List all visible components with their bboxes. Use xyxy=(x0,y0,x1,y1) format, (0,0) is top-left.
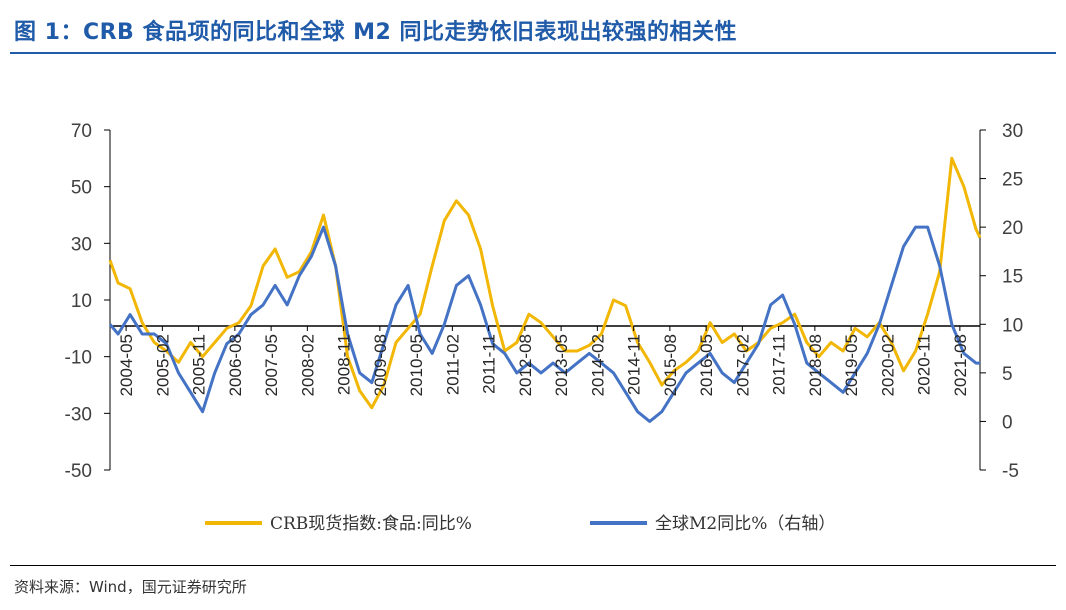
x-tick-label: 2016-05 xyxy=(697,334,716,396)
x-tick-label: 2015-08 xyxy=(661,334,680,396)
x-tick-label: 2011-11 xyxy=(480,334,499,394)
title-underline xyxy=(10,52,1056,54)
chart-title: 图 1：CRB 食品项的同比和全球 M2 同比走势依旧表现出较强的相关性 xyxy=(14,20,738,45)
footer-rule xyxy=(10,565,1056,566)
x-tick-label: 2017-02 xyxy=(733,334,752,396)
x-tick-label: 2005-02 xyxy=(153,334,172,396)
series-line-crb-food xyxy=(108,156,982,410)
x-tick-label: 2011-02 xyxy=(443,334,462,395)
right-tick-label: 10 xyxy=(1002,315,1023,336)
x-tick-label: 2019-05 xyxy=(842,334,861,396)
source-note: 资料来源：Wind，国元证券研究所 xyxy=(14,578,247,596)
series-layer xyxy=(108,156,982,423)
x-tick-label: 2013-05 xyxy=(552,334,571,396)
right-tick-label: 30 xyxy=(1002,121,1023,142)
x-tick-label: 2017-11 xyxy=(770,334,789,395)
x-tick-label: 2009-08 xyxy=(371,334,390,396)
right-tick-label: -5 xyxy=(1002,461,1019,482)
legend: CRB现货指数:食品:同比% 全球M2同比%（右轴） xyxy=(205,514,835,534)
right-tick-label: 0 xyxy=(1002,412,1013,433)
right-tick-label: 15 xyxy=(1002,267,1023,288)
x-tick-label: 2014-02 xyxy=(588,334,607,396)
right-tick-label: 5 xyxy=(1002,364,1013,385)
x-tick-label: 2007-05 xyxy=(262,334,281,396)
left-tick-label: -50 xyxy=(65,461,92,482)
x-tick-label: 2004-05 xyxy=(117,334,136,396)
left-tick-label: -30 xyxy=(65,404,92,425)
x-tick-label: 2006-08 xyxy=(226,334,245,396)
right-tick-label: 25 xyxy=(1002,170,1023,191)
right-tick-label: 20 xyxy=(1002,218,1023,239)
left-tick-label: 10 xyxy=(71,291,92,312)
x-tick-label: 2010-05 xyxy=(407,334,426,396)
x-tick-label: 2020-11 xyxy=(915,334,934,395)
left-tick-label: 30 xyxy=(71,234,92,255)
x-tick-label: 2005-11 xyxy=(190,334,209,395)
x-tick-label: 2008-11 xyxy=(335,334,354,395)
x-tick-label: 2008-02 xyxy=(298,334,317,396)
x-tick-label: 2018-08 xyxy=(806,334,825,396)
x-tick-label: 2014-11 xyxy=(625,334,644,395)
x-tick-label: 2020-02 xyxy=(878,334,897,396)
left-tick-label: 50 xyxy=(71,178,92,199)
x-tick-label: 2012-08 xyxy=(516,334,535,396)
legend-label-crb: CRB现货指数:食品:同比% xyxy=(270,514,472,534)
series-line-global-m2 xyxy=(108,225,980,423)
x-tick-label: 2021-08 xyxy=(951,334,970,396)
legend-label-m2: 全球M2同比%（右轴） xyxy=(655,514,835,534)
left-tick-label: 70 xyxy=(71,121,92,142)
left-tick-label: -10 xyxy=(65,348,92,369)
x-tick-labels: 2004-05 2005-02 2005-11 2006-08 2007-05 2008-… xyxy=(117,326,970,396)
